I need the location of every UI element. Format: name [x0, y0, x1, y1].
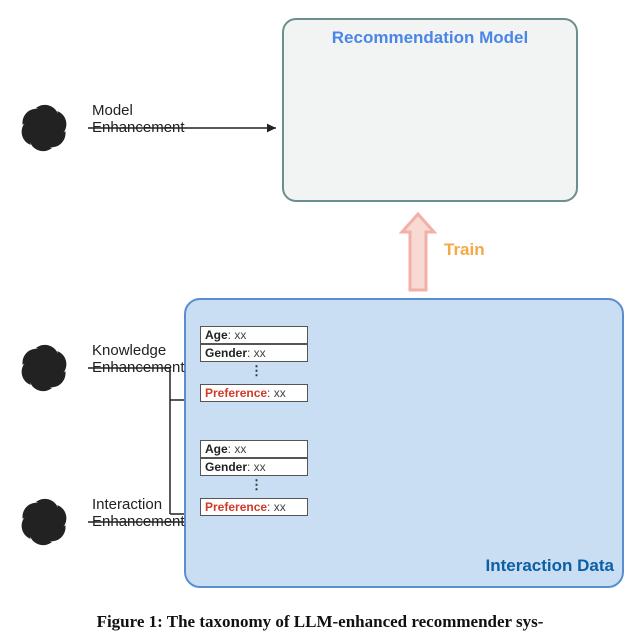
user-attr-cell: Gender: xx [200, 344, 308, 362]
user-preference-cell: Preference: xx [200, 384, 308, 402]
train-label: Train [444, 240, 485, 260]
interaction-enhancement-label: InteractionEnhancement [92, 496, 185, 530]
model-enhancement-label: ModelEnhancement [92, 102, 185, 136]
ellipsis: ⋮ [250, 363, 263, 379]
interaction-data-title: Interaction Data [444, 556, 614, 576]
user-preference-cell: Preference: xx [200, 498, 308, 516]
recommendation-model-title: Recommendation Model [282, 28, 578, 48]
user-attr-cell: Age: xx [200, 326, 308, 344]
figure-caption: Figure 1: The taxonomy of LLM-enhanced r… [0, 612, 640, 632]
ellipsis: ⋮ [250, 477, 263, 493]
user-attr-cell: Age: xx [200, 440, 308, 458]
knowledge-enhancement-label: KnowledgeEnhancement [92, 342, 185, 376]
user-attr-cell: Gender: xx [200, 458, 308, 476]
